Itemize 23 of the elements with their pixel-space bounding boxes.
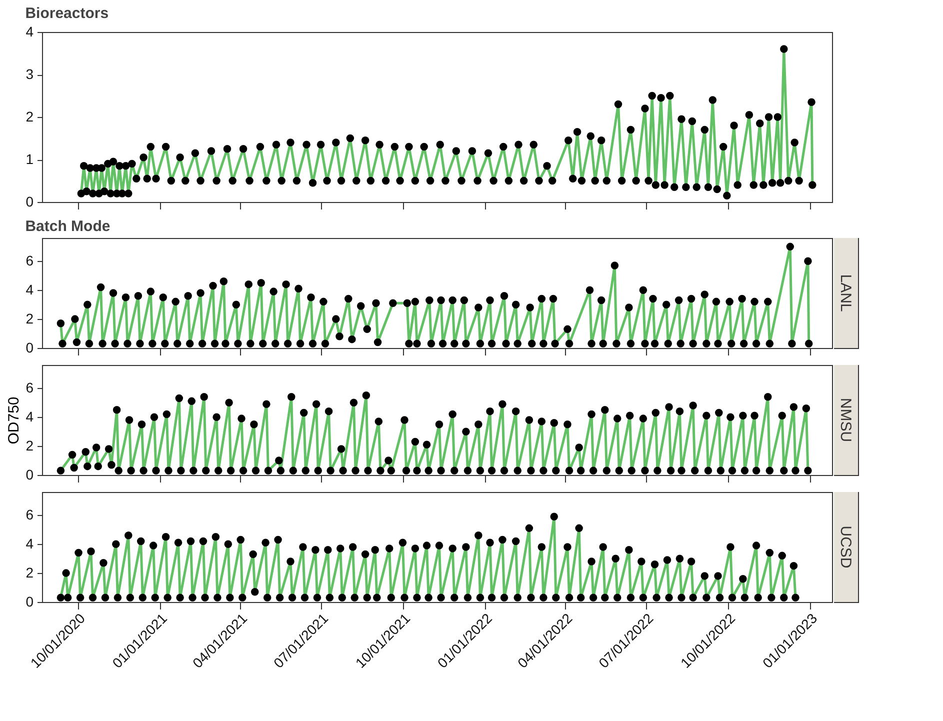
- y-tick-label: 1: [26, 151, 34, 167]
- y-tick-label: 4: [26, 536, 34, 552]
- y-tick-label: 0: [26, 194, 34, 210]
- y-tick-label: 6: [26, 252, 34, 269]
- y-tick-label: 6: [26, 380, 34, 396]
- y-tick-label: 2: [26, 438, 34, 454]
- y-tick-label: 0: [26, 594, 34, 610]
- chart-title: Batch Mode: [25, 218, 110, 235]
- y-tick-label: 4: [26, 408, 34, 425]
- y-tick-label: 0: [26, 466, 34, 482]
- text: NMSU: [837, 398, 854, 442]
- y-tick-label: 3: [26, 66, 34, 82]
- y-axis-title: OD750: [6, 396, 23, 444]
- y-tick-label: 6: [26, 506, 34, 523]
- chart-title: Bioreactors: [25, 5, 109, 22]
- y-tick-label: 4: [26, 282, 34, 298]
- y-tick-label: 0: [26, 340, 34, 356]
- y-tick-label: 2: [26, 564, 34, 581]
- y-tick-label: 4: [26, 24, 34, 40]
- y-tick-label: 2: [26, 108, 34, 124]
- y-tick-label: 2: [26, 310, 34, 327]
- text: LANL: [837, 274, 854, 312]
- text: UCSD: [837, 526, 854, 568]
